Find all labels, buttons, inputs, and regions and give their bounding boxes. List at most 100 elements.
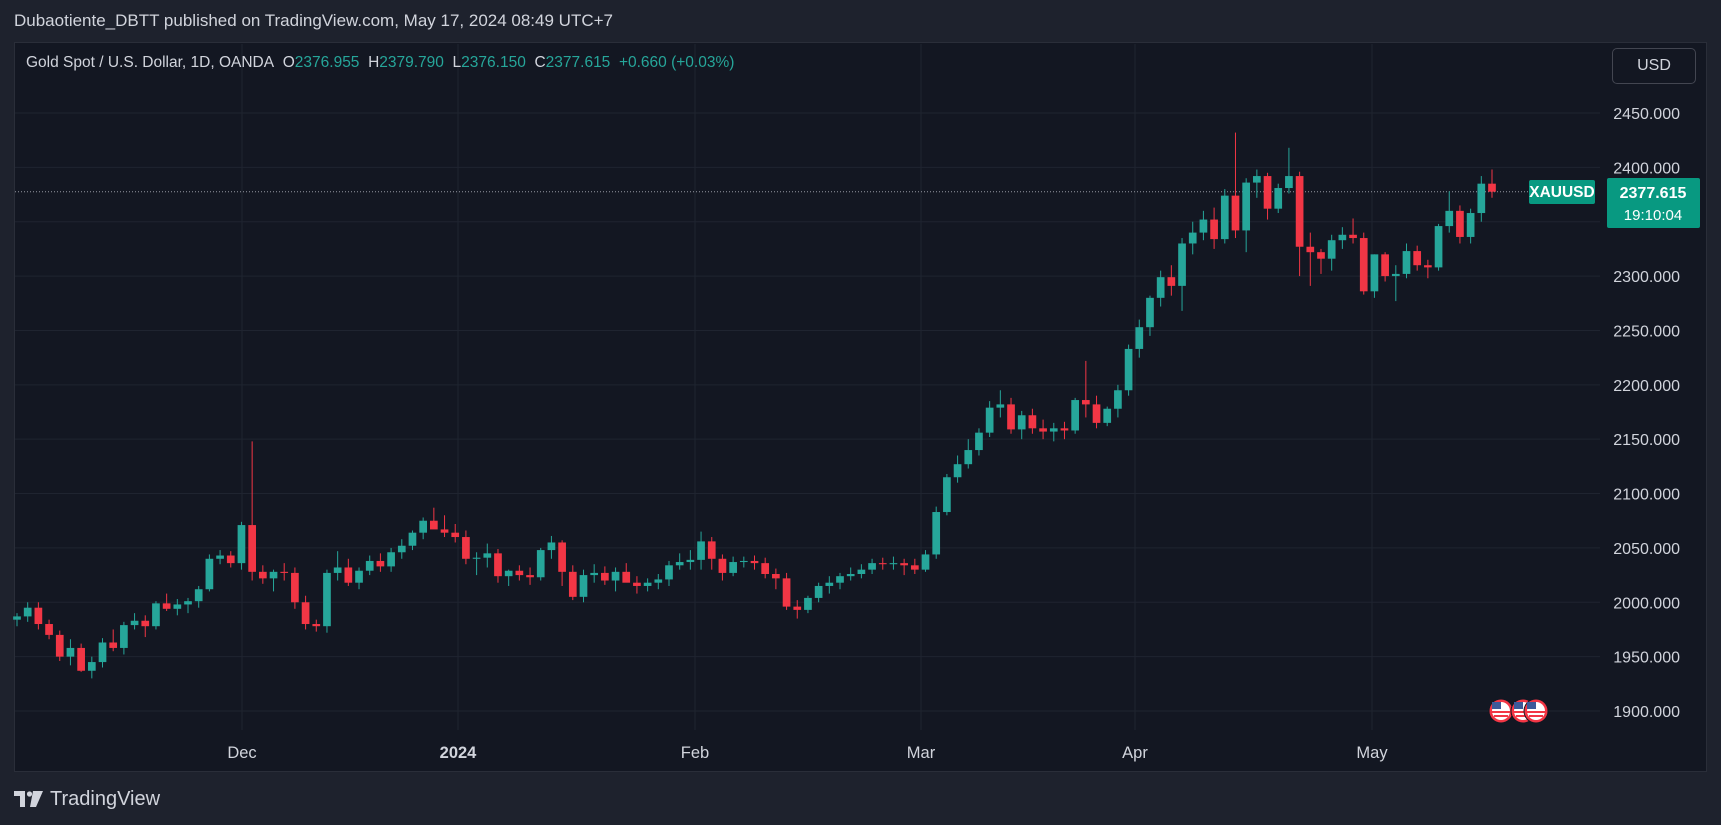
candle[interactable] bbox=[1210, 207, 1218, 249]
candle[interactable] bbox=[878, 557, 887, 570]
candle[interactable] bbox=[1220, 189, 1229, 244]
candle[interactable] bbox=[739, 556, 748, 568]
candle[interactable] bbox=[312, 619, 321, 632]
candle[interactable] bbox=[964, 439, 973, 469]
candle[interactable] bbox=[526, 567, 534, 585]
candle[interactable] bbox=[1424, 259, 1432, 279]
candle[interactable] bbox=[857, 564, 866, 579]
candle[interactable] bbox=[323, 569, 331, 633]
candle[interactable] bbox=[900, 558, 908, 576]
candle[interactable] bbox=[333, 551, 342, 581]
us-flag-event-icon[interactable] bbox=[1523, 698, 1549, 724]
candle[interactable] bbox=[1007, 397, 1015, 434]
candle[interactable] bbox=[1391, 265, 1400, 302]
candle[interactable] bbox=[836, 572, 844, 590]
candle[interactable] bbox=[226, 551, 235, 568]
candle[interactable] bbox=[419, 517, 428, 540]
candle[interactable] bbox=[1253, 169, 1261, 198]
candle[interactable] bbox=[1274, 183, 1283, 214]
candle[interactable] bbox=[782, 572, 791, 610]
candle[interactable] bbox=[376, 553, 385, 572]
candle[interactable] bbox=[921, 550, 930, 572]
candle[interactable] bbox=[120, 621, 128, 655]
candle[interactable] bbox=[130, 613, 139, 630]
candle[interactable] bbox=[77, 643, 85, 672]
candle[interactable] bbox=[750, 555, 759, 570]
candle[interactable] bbox=[654, 574, 663, 590]
candle[interactable] bbox=[1263, 172, 1272, 220]
candle[interactable] bbox=[1306, 232, 1315, 286]
candle[interactable] bbox=[515, 565, 524, 581]
candle[interactable] bbox=[472, 552, 481, 576]
candle[interactable] bbox=[996, 390, 1005, 418]
candle[interactable] bbox=[1188, 221, 1197, 255]
candle[interactable] bbox=[1317, 248, 1325, 274]
candle[interactable] bbox=[1081, 360, 1090, 418]
candle[interactable] bbox=[23, 602, 32, 622]
candle[interactable] bbox=[408, 530, 417, 551]
candle[interactable] bbox=[1049, 422, 1058, 442]
candle[interactable] bbox=[141, 615, 150, 638]
candle[interactable] bbox=[633, 576, 641, 594]
candle[interactable] bbox=[504, 569, 513, 586]
candle[interactable] bbox=[910, 558, 919, 575]
candle[interactable] bbox=[34, 602, 43, 630]
candle[interactable] bbox=[237, 521, 246, 570]
tradingview-logo-icon[interactable] bbox=[14, 791, 44, 807]
candle[interactable] bbox=[66, 639, 75, 666]
candle[interactable] bbox=[1199, 210, 1208, 241]
candle[interactable] bbox=[194, 585, 203, 608]
candle[interactable] bbox=[804, 595, 812, 614]
candle[interactable] bbox=[568, 565, 577, 601]
candle[interactable] bbox=[1028, 408, 1037, 434]
candle[interactable] bbox=[1178, 238, 1186, 311]
candle[interactable] bbox=[975, 428, 983, 456]
candle[interactable] bbox=[1060, 421, 1069, 440]
candle[interactable] bbox=[483, 543, 492, 568]
candle[interactable] bbox=[216, 550, 224, 565]
candle[interactable] bbox=[1349, 218, 1357, 244]
candle[interactable] bbox=[355, 567, 363, 590]
candle[interactable] bbox=[558, 540, 566, 586]
candle[interactable] bbox=[1103, 406, 1112, 427]
candle[interactable] bbox=[1381, 252, 1389, 282]
candle[interactable] bbox=[985, 401, 994, 438]
candle[interactable] bbox=[643, 578, 652, 592]
candle[interactable] bbox=[45, 619, 53, 640]
candle[interactable] bbox=[814, 582, 823, 603]
us-flag-event-icon[interactable] bbox=[1488, 698, 1514, 724]
candle[interactable] bbox=[611, 567, 620, 592]
candle[interactable] bbox=[1039, 419, 1047, 440]
candle[interactable] bbox=[387, 547, 395, 572]
candle[interactable] bbox=[868, 558, 876, 575]
candle[interactable] bbox=[152, 601, 160, 630]
candle[interactable] bbox=[547, 535, 556, 559]
candle[interactable] bbox=[1477, 176, 1486, 222]
candle[interactable] bbox=[1413, 245, 1422, 271]
candle[interactable] bbox=[718, 554, 727, 581]
candle[interactable] bbox=[1146, 295, 1154, 336]
candle[interactable] bbox=[344, 558, 353, 586]
candle[interactable] bbox=[109, 629, 118, 652]
candle[interactable] bbox=[258, 565, 267, 584]
candle[interactable] bbox=[889, 556, 898, 570]
chart-pane[interactable] bbox=[14, 42, 1707, 772]
candle[interactable] bbox=[397, 539, 406, 559]
candle[interactable] bbox=[1327, 234, 1336, 271]
candle[interactable] bbox=[173, 599, 182, 616]
candle[interactable] bbox=[1071, 397, 1079, 434]
candle[interactable] bbox=[184, 597, 192, 614]
candle[interactable] bbox=[1242, 178, 1251, 253]
candle[interactable] bbox=[1135, 319, 1144, 358]
candle[interactable] bbox=[707, 537, 716, 570]
candle[interactable] bbox=[1167, 265, 1176, 296]
candle[interactable] bbox=[1156, 270, 1165, 307]
candle[interactable] bbox=[1114, 384, 1122, 418]
candle[interactable] bbox=[1359, 232, 1368, 295]
candle[interactable] bbox=[205, 554, 214, 592]
candle[interactable] bbox=[665, 560, 673, 586]
candle[interactable] bbox=[590, 564, 599, 583]
tradingview-brand-text[interactable]: TradingView bbox=[50, 787, 161, 810]
candle[interactable] bbox=[98, 638, 107, 668]
